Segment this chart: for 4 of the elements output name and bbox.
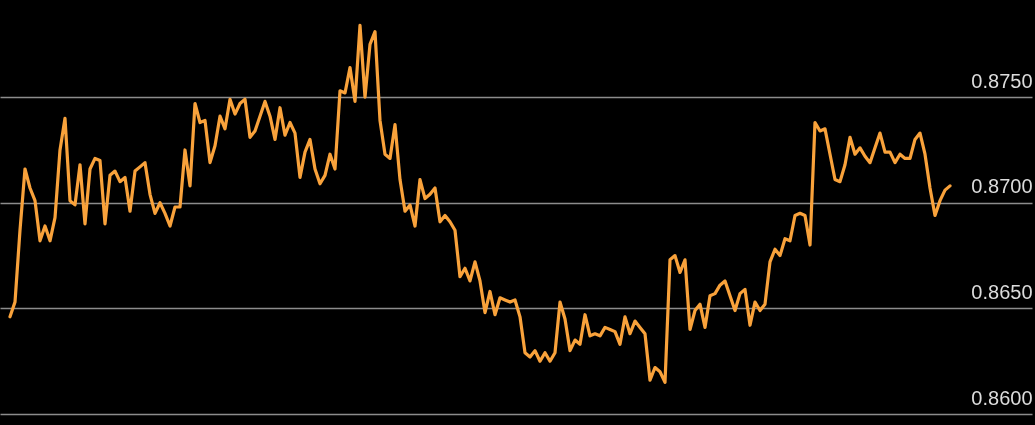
y-tick-label: 0.8600: [971, 386, 1033, 409]
y-tick-label: 0.8650: [971, 280, 1033, 303]
y-tick-label: 0.8700: [971, 175, 1033, 198]
y-tick-label: 0.8750: [971, 69, 1033, 92]
